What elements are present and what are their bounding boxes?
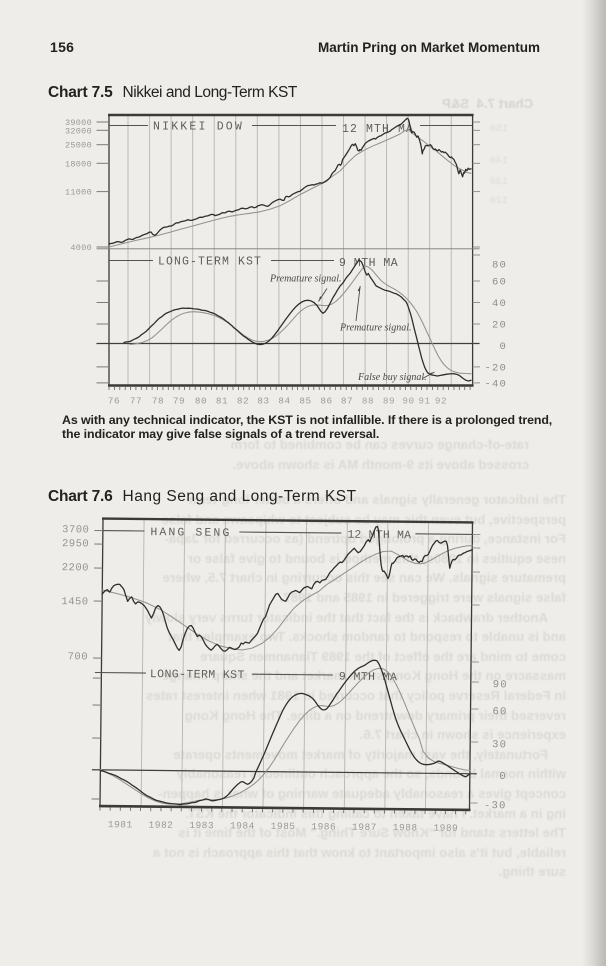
svg-text:30: 30	[492, 739, 507, 751]
svg-text:1985: 1985	[271, 821, 296, 832]
svg-text:HANG SENG: HANG SENG	[150, 526, 231, 540]
svg-text:32000: 32000	[65, 126, 92, 136]
svg-text:False buy signal.: False buy signal.	[357, 372, 427, 383]
svg-text:89: 89	[383, 396, 395, 407]
svg-text:1981: 1981	[108, 819, 133, 830]
svg-text:81: 81	[216, 396, 228, 407]
svg-text:83: 83	[257, 396, 269, 407]
svg-text:80: 80	[492, 260, 507, 272]
svg-text:-40: -40	[484, 378, 507, 390]
svg-text:LONG-TERM KST: LONG-TERM KST	[158, 256, 262, 269]
svg-text:4000: 4000	[70, 243, 92, 253]
svg-text:20: 20	[492, 320, 507, 332]
svg-text:78: 78	[152, 396, 164, 407]
svg-text:40: 40	[492, 298, 507, 310]
svg-text:-30: -30	[484, 800, 507, 812]
svg-text:86: 86	[320, 396, 332, 407]
svg-text:1989: 1989	[433, 823, 458, 834]
svg-text:2200: 2200	[62, 562, 89, 574]
svg-text:90: 90	[493, 679, 508, 691]
svg-text:1986: 1986	[311, 821, 336, 832]
svg-text:18000: 18000	[65, 159, 92, 169]
svg-text:60: 60	[492, 706, 507, 718]
svg-text:700: 700	[68, 651, 89, 663]
svg-text:90: 90	[402, 396, 414, 407]
svg-text:1987: 1987	[352, 822, 377, 833]
svg-text:39000: 39000	[65, 118, 92, 128]
svg-text:77: 77	[130, 396, 142, 407]
svg-text:79: 79	[173, 396, 185, 407]
svg-text:1983: 1983	[189, 820, 214, 831]
svg-text:11000: 11000	[65, 188, 92, 198]
svg-text:84: 84	[278, 396, 290, 407]
svg-text:92: 92	[435, 396, 447, 407]
svg-text:3700: 3700	[62, 524, 89, 536]
svg-text:0: 0	[499, 771, 507, 783]
svg-text:1982: 1982	[149, 820, 174, 831]
svg-text:80: 80	[195, 396, 207, 407]
svg-text:76: 76	[108, 396, 120, 407]
svg-text:Premature signal.: Premature signal.	[339, 323, 411, 334]
svg-text:60: 60	[492, 277, 507, 289]
svg-text:NIKKEI DOW: NIKKEI DOW	[153, 121, 244, 134]
svg-text:1984: 1984	[230, 820, 255, 831]
svg-text:Premature signal.: Premature signal.	[269, 274, 341, 285]
svg-text:9 MTH MA: 9 MTH MA	[339, 257, 398, 270]
svg-text:-20: -20	[484, 362, 507, 374]
svg-text:85: 85	[299, 396, 311, 407]
svg-text:82: 82	[237, 396, 249, 407]
svg-text:2950: 2950	[62, 538, 89, 550]
svg-text:25000: 25000	[65, 141, 92, 151]
svg-text:1988: 1988	[393, 822, 418, 833]
svg-text:LONG-TERM KST: LONG-TERM KST	[150, 668, 245, 682]
svg-text:91: 91	[418, 396, 430, 407]
svg-text:12 MTH MA: 12 MTH MA	[342, 123, 414, 136]
svg-text:87: 87	[341, 396, 353, 407]
svg-text:0: 0	[499, 341, 507, 353]
svg-text:1450: 1450	[61, 596, 88, 608]
svg-text:88: 88	[362, 396, 374, 407]
